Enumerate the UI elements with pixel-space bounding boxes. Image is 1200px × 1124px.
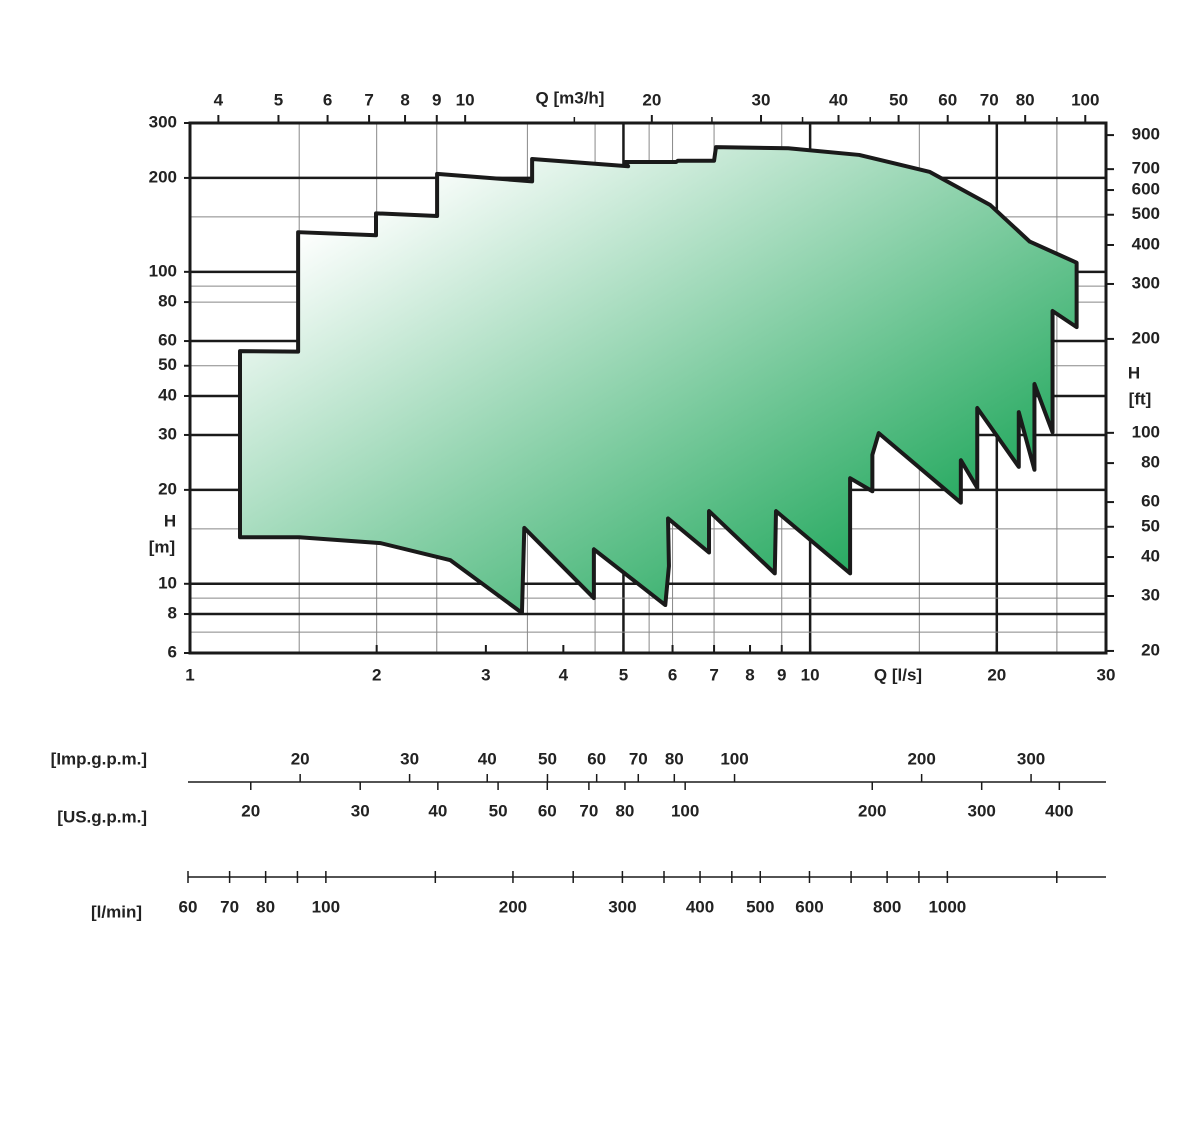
labels: 1 2 3 4 5 6 7 8 9 10 20 30 4 5 6 7 8 9 10 20 30 40 50 60 70 80 100… — [51, 90, 1160, 921]
x-tick-label: 4 — [559, 665, 569, 684]
y-tick-label: 60 — [158, 331, 177, 350]
scale-tick-label: 300 — [1017, 749, 1045, 768]
scale-tick-label: 20 — [241, 801, 260, 820]
y2-tick-label: 100 — [1132, 422, 1160, 441]
x2-tick-label: 70 — [980, 90, 999, 109]
x2-tick-label: 60 — [938, 90, 957, 109]
x-tick-label: 20 — [987, 665, 1006, 684]
scale-tick-label: 60 — [179, 897, 198, 916]
x-tick-label: 9 — [777, 665, 786, 684]
y-axis-unit: [m] — [149, 537, 175, 556]
x2-tick-label: 6 — [323, 90, 332, 109]
y2-tick-label: 80 — [1141, 453, 1160, 472]
y2-tick-label: 60 — [1141, 492, 1160, 511]
x-tick-label: 7 — [709, 665, 718, 684]
scale-tick-label: 300 — [967, 801, 995, 820]
y-tick-label: 6 — [168, 642, 177, 661]
x-tick-label: 10 — [801, 665, 820, 684]
y-axis-title: H — [164, 511, 176, 530]
y2-axis-title: H — [1128, 363, 1140, 382]
scale-tick-label: 40 — [478, 749, 497, 768]
marks — [237, 145, 1079, 615]
scale-tick-label: 80 — [665, 749, 684, 768]
scale-title: [US.g.p.m.] — [57, 807, 147, 826]
y-tick-label: 8 — [168, 604, 177, 623]
y2-tick-label: 700 — [1132, 159, 1160, 178]
x2-tick-label: 10 — [456, 90, 475, 109]
x2-tick-label: 80 — [1016, 90, 1035, 109]
y2-tick-label: 500 — [1132, 204, 1160, 223]
y2-tick-label: 30 — [1141, 585, 1160, 604]
y-tick-label: 300 — [149, 112, 177, 131]
x2-tick-label: 40 — [829, 90, 848, 109]
scale-tick-label: 70 — [629, 749, 648, 768]
scale-tick-label: 30 — [351, 801, 370, 820]
y2-tick-label: 900 — [1132, 125, 1160, 144]
y-tick-label: 50 — [158, 355, 177, 374]
scale-tick-label: 20 — [291, 749, 310, 768]
y2-tick-label: 400 — [1132, 234, 1160, 253]
scale-tick-label: 80 — [256, 897, 275, 916]
x-tick-label: 30 — [1097, 665, 1116, 684]
plot-frame — [188, 121, 1108, 655]
scale-title: [Imp.g.p.m.] — [51, 749, 147, 768]
y2-tick-label: 300 — [1132, 273, 1160, 292]
scale-tick-label: 40 — [428, 801, 447, 820]
scale-tick-label: 400 — [686, 897, 714, 916]
scale-tick-label: 70 — [220, 897, 239, 916]
x-tick-label: 2 — [372, 665, 381, 684]
scale-tick-label: 50 — [489, 801, 508, 820]
scale-tick-label: 50 — [538, 749, 557, 768]
x-axis-title: Q [l/s] — [874, 665, 922, 684]
scale-tick-label: 200 — [858, 801, 886, 820]
x2-tick-label: 9 — [432, 90, 441, 109]
y-tick-label: 10 — [158, 573, 177, 592]
scale-tick-label: 30 — [400, 749, 419, 768]
x-tick-label: 3 — [481, 665, 490, 684]
x2-tick-label: 8 — [400, 90, 409, 109]
y2-tick-label: 20 — [1141, 640, 1160, 659]
y2-tick-label: 40 — [1141, 547, 1160, 566]
scale-tick-label: 60 — [538, 801, 557, 820]
y-tick-label: 80 — [158, 292, 177, 311]
scale-tick-label: 70 — [579, 801, 598, 820]
x2-tick-label: 4 — [214, 90, 224, 109]
scale-tick-label: 300 — [608, 897, 636, 916]
scale-tick-label: 1000 — [928, 897, 966, 916]
x-tick-label: 5 — [619, 665, 628, 684]
y2-tick-label: 200 — [1132, 328, 1160, 347]
x2-tick-label: 7 — [364, 90, 373, 109]
x2-tick-label: 50 — [889, 90, 908, 109]
x-tick-label: 8 — [745, 665, 754, 684]
y-tick-label: 30 — [158, 424, 177, 443]
y-tick-label: 100 — [149, 261, 177, 280]
scale-tick-label: 800 — [873, 897, 901, 916]
scale-tick-label: 600 — [795, 897, 823, 916]
y-tick-label: 20 — [158, 479, 177, 498]
x2-tick-label: 5 — [274, 90, 283, 109]
x2-tick-label: 100 — [1071, 90, 1099, 109]
y-tick-label: 200 — [149, 167, 177, 186]
y2-axis-unit: [ft] — [1129, 389, 1152, 408]
x-tick-label: 6 — [668, 665, 677, 684]
x-tick-label: 1 — [185, 665, 194, 684]
scale-tick-label: 100 — [312, 897, 340, 916]
scale-tick-label: 80 — [615, 801, 634, 820]
operating-envelope — [237, 145, 1079, 615]
scale-tick-label: 100 — [671, 801, 699, 820]
y2-tick-label: 600 — [1132, 180, 1160, 199]
scale-tick-label: 200 — [499, 897, 527, 916]
scale-tick-label: 60 — [587, 749, 606, 768]
scale-tick-label: 400 — [1045, 801, 1073, 820]
scale-title: [l/min] — [91, 902, 142, 921]
scale-tick-label: 100 — [720, 749, 748, 768]
scale-tick-label: 500 — [746, 897, 774, 916]
x2-axis-title: Q [m3/h] — [536, 88, 605, 107]
scale-tick-label: 200 — [907, 749, 935, 768]
x2-tick-label: 30 — [752, 90, 771, 109]
x2-tick-label: 20 — [642, 90, 661, 109]
y-tick-label: 40 — [158, 385, 177, 404]
y2-tick-label: 50 — [1141, 516, 1160, 535]
